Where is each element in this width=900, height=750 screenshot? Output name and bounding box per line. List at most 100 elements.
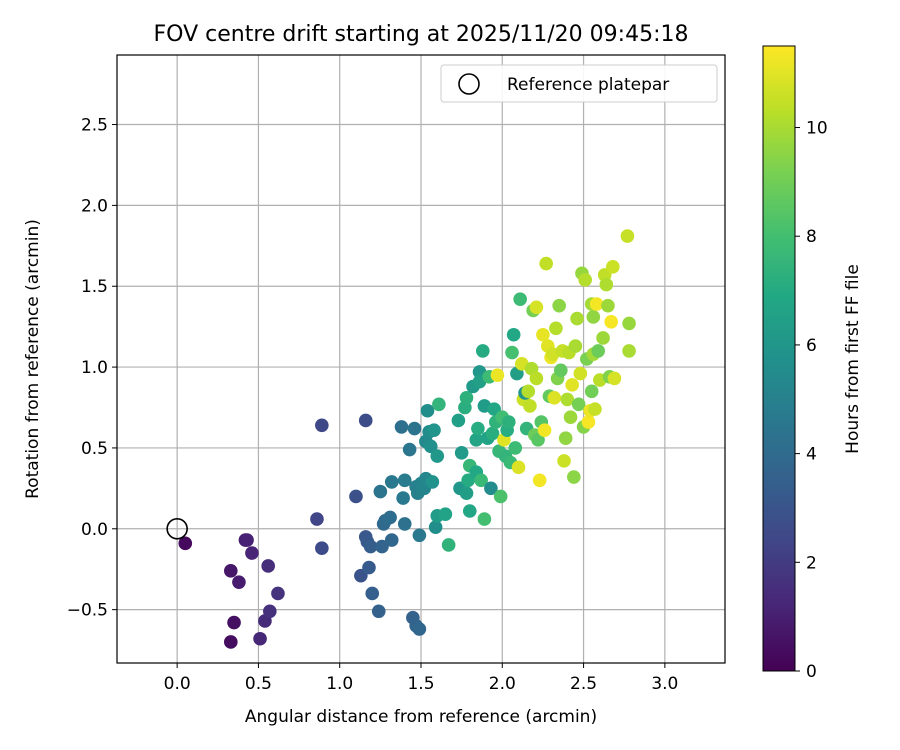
- y-tick-label: 0.0: [81, 520, 108, 540]
- data-point: [396, 491, 410, 505]
- data-point: [394, 420, 409, 434]
- reference-marker: [166, 517, 188, 540]
- grid-lines: [117, 55, 725, 663]
- data-point: [581, 415, 596, 429]
- data-point: [427, 423, 441, 437]
- data-point: [565, 378, 579, 392]
- data-point: [263, 604, 277, 619]
- colorbar: 0 2 4 6 8 10 Hours from first FF file: [762, 45, 863, 682]
- data-point: [606, 260, 620, 274]
- data-point: [402, 442, 417, 457]
- data-point: [547, 391, 562, 405]
- data-point: [363, 539, 378, 554]
- legend: Reference platepar: [440, 64, 718, 103]
- data-point: [570, 311, 584, 326]
- x-axis-label: Angular distance from reference (arcmin): [245, 707, 597, 727]
- data-point: [371, 604, 386, 619]
- x-axis-ticks: 0.0 0.5 1.0 1.5 2.0 2.5 3.0: [164, 663, 678, 694]
- data-point: [571, 397, 586, 412]
- data-point: [223, 635, 238, 649]
- data-point: [560, 392, 575, 407]
- data-point: [536, 327, 550, 342]
- y-tick-label: 0.5: [81, 439, 108, 459]
- data-point: [506, 327, 521, 342]
- data-point: [454, 445, 469, 460]
- data-point: [232, 575, 246, 589]
- data-point: [549, 321, 563, 336]
- x-tick-label: 3.0: [651, 674, 678, 694]
- data-point: [521, 384, 536, 399]
- data-point: [253, 631, 267, 646]
- data-point: [459, 391, 474, 405]
- data-point: [588, 402, 602, 416]
- data-point: [484, 481, 498, 496]
- data-point: [539, 256, 553, 271]
- data-point: [557, 454, 571, 468]
- data-point: [578, 272, 592, 287]
- colorbar-label: Hours from first FF file: [843, 264, 863, 454]
- x-tick-label: 0.5: [245, 674, 272, 694]
- data-point: [537, 423, 552, 437]
- colorbar-gradient: [762, 45, 796, 672]
- data-point: [412, 528, 427, 543]
- data-point: [358, 413, 373, 428]
- data-point: [589, 297, 604, 311]
- legend-reference-icon: [458, 73, 480, 95]
- x-tick-label: 0.0: [164, 674, 191, 694]
- colorbar-tick-label: 2: [806, 553, 817, 573]
- y-axis-label: Rotation from reference (arcmin): [23, 219, 43, 499]
- data-point: [451, 413, 466, 428]
- data-point: [271, 586, 285, 601]
- data-point: [438, 507, 453, 522]
- data-point: [552, 298, 566, 313]
- data-point: [523, 399, 537, 413]
- data-point: [373, 484, 388, 499]
- data-point: [412, 622, 427, 636]
- data-point: [365, 586, 380, 601]
- data-point: [362, 560, 376, 575]
- data-point: [223, 564, 238, 578]
- data-point: [477, 512, 492, 526]
- data-point: [622, 316, 636, 331]
- y-tick-label: −0.5: [67, 601, 108, 621]
- data-point: [462, 504, 477, 518]
- data-point: [485, 426, 500, 441]
- data-point: [508, 441, 523, 455]
- data-point: [475, 344, 490, 358]
- data-point: [604, 315, 619, 329]
- data-point: [573, 366, 588, 381]
- data-point: [599, 277, 614, 292]
- colorbar-tick-label: 0: [806, 662, 817, 682]
- data-point: [432, 397, 446, 412]
- y-tick-label: 1.5: [81, 277, 108, 297]
- x-tick-label: 1.0: [326, 674, 353, 694]
- data-point: [529, 371, 544, 386]
- x-tick-label: 1.5: [407, 674, 434, 694]
- data-point: [397, 517, 412, 531]
- legend-box: [440, 64, 718, 103]
- data-point: [240, 533, 254, 547]
- data-point: [245, 546, 259, 560]
- colorbar-ticks: 0 2 4 6 8 10: [795, 119, 828, 682]
- data-point: [563, 410, 578, 425]
- legend-entry-reference: Reference platepar: [507, 75, 669, 95]
- data-point: [490, 368, 505, 382]
- data-point: [420, 403, 435, 418]
- y-tick-label: 2.5: [81, 116, 108, 136]
- data-point: [558, 431, 573, 446]
- data-point: [315, 418, 329, 433]
- data-point: [469, 433, 484, 447]
- data-point: [430, 449, 445, 463]
- x-tick-label: 2.0: [489, 674, 516, 694]
- data-point: [596, 331, 610, 345]
- data-point: [584, 384, 599, 399]
- data-point: [607, 371, 622, 386]
- colorbar-tick-label: 6: [806, 336, 817, 356]
- data-point: [178, 536, 193, 551]
- y-tick-label: 1.0: [81, 358, 108, 378]
- data-point: [315, 541, 329, 555]
- data-point: [349, 489, 363, 504]
- data-point: [601, 298, 615, 313]
- y-axis-ticks: −0.5 0.0 0.5 1.0 1.5 2.0 2.5: [67, 116, 117, 621]
